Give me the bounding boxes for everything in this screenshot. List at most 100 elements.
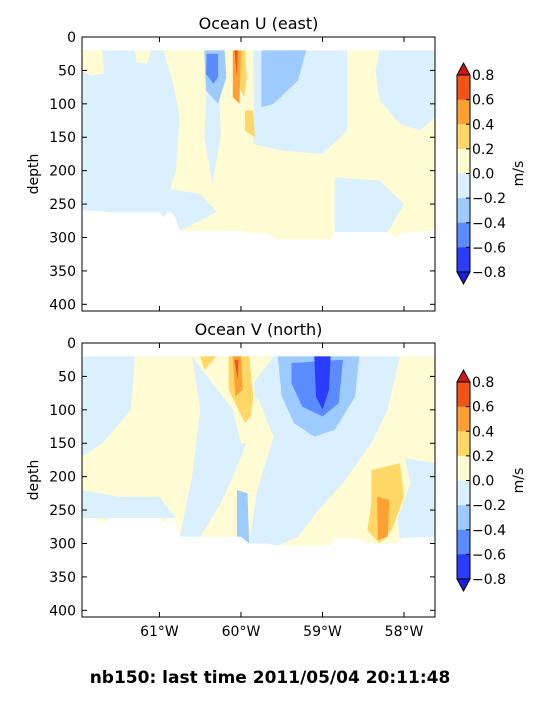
axes-frame: [81, 342, 436, 618]
y-tick-label: 0: [67, 30, 76, 46]
colorbar-segment: [457, 198, 470, 224]
contour-region-level-2: [377, 496, 390, 541]
colorbar-label: m/s: [511, 161, 527, 187]
x-tick-label: 59°W: [303, 624, 342, 640]
contour-region-level--1: [82, 356, 135, 457]
colorbar-tick-label: 0.0: [472, 167, 494, 183]
contour-region-level--4: [314, 356, 331, 410]
y-tick-label: 250: [49, 197, 76, 213]
colorbar-tick-label: 0.4: [472, 424, 494, 440]
axes-frame: [81, 36, 436, 312]
chart-panel-2: 0 50 100 150 200 250 300 350 400 61°W 60°W 59°W 58°W…: [26, 320, 527, 640]
colorbar-tick-label: 0.8: [472, 68, 494, 84]
contour-region-level-1: [245, 110, 255, 138]
contour-region-level--1: [102, 187, 217, 231]
colorbar-tick-label: 0.2: [472, 449, 494, 465]
chart-panel-1: 0 50 100 150 200 250 300 350 400 Ocean U (east) de…: [26, 14, 527, 313]
x-tick-label: 61°W: [140, 624, 179, 640]
colorbar-segment: [457, 124, 470, 150]
colorbar-segment: [457, 148, 470, 174]
colorbar-segment: [457, 173, 470, 199]
contour-region-level--2: [236, 490, 250, 544]
y-axis-label: depth: [26, 460, 42, 501]
contour-region-level-3: [234, 359, 239, 380]
land-mask: [82, 518, 435, 617]
contour-region-level-0: [310, 187, 331, 225]
contour-region-level-0: [163, 50, 193, 79]
contour-region-level-0: [250, 170, 262, 218]
y-tick-label: 150: [49, 436, 76, 452]
colorbar-segment: [457, 480, 470, 506]
x-tick-label: 60°W: [222, 624, 261, 640]
y-tick-label: 50: [58, 63, 76, 79]
y-tick-label: 350: [49, 264, 76, 280]
contour-region-level-0: [261, 164, 307, 240]
colorbar-segment: [457, 99, 470, 125]
colorbar-segment: [457, 505, 470, 531]
colorbar-tick-label: 0.0: [472, 474, 494, 490]
y-tick-label: 350: [49, 570, 76, 586]
chart-title: Ocean V (north): [195, 320, 323, 339]
colorbar-segment: [457, 431, 470, 457]
colorbar-tick-label: −0.6: [472, 240, 506, 256]
contour-region-level-1: [200, 356, 217, 370]
contour-region-level-0: [192, 356, 274, 444]
colorbar: 0.8 0.6 0.4 0.2 0.0 −0.2 −0.4 −0.6 −0.8 m/s: [456, 61, 527, 286]
colorbar-tick-label: −0.8: [472, 572, 506, 588]
colorbar-extend-high: [456, 61, 471, 76]
contour-region-level-3: [234, 50, 238, 78]
y-tick-label: 200: [49, 470, 76, 486]
colorbar-segment: [457, 222, 470, 248]
y-tick-label: 200: [49, 164, 76, 180]
contour-region-level--1: [375, 50, 435, 131]
colorbar-segment: [457, 455, 470, 481]
colorbar-tick-label: −0.8: [472, 265, 506, 281]
contour-region-level--2: [261, 50, 307, 108]
figure-title: nb150: last time 2011/05/04 20:11:48: [90, 668, 451, 688]
colorbar-tick-label: −0.2: [472, 191, 506, 207]
colorbar-extend-high: [456, 368, 471, 383]
colorbar-segment: [457, 529, 470, 555]
x-tick-label: 58°W: [385, 624, 424, 640]
contour-region-level--1: [82, 490, 176, 519]
y-tick-label: 250: [49, 503, 76, 519]
colorbar-extend-low: [456, 578, 471, 593]
colorbar-segment: [457, 382, 470, 408]
y-tick-label: 300: [49, 230, 76, 246]
colorbar-segment: [457, 554, 470, 580]
contour-region-level--1: [82, 50, 180, 213]
colorbar-tick-label: 0.2: [472, 142, 494, 158]
y-tick-label: 400: [49, 603, 76, 619]
colorbar: 0.8 0.6 0.4 0.2 0.0 −0.2 −0.4 −0.6 −0.8 m/s: [456, 368, 527, 593]
chart-title: Ocean U (east): [199, 14, 319, 33]
y-axis-label: depth: [26, 154, 42, 195]
y-tick-label: 50: [58, 369, 76, 385]
colorbar-tick-label: 0.6: [472, 93, 494, 109]
colorbar-segment: [457, 247, 470, 273]
colorbar-extend-low: [456, 271, 471, 286]
colorbar-label: m/s: [511, 468, 527, 494]
plot-area: [82, 50, 435, 311]
colorbar-tick-label: 0.6: [472, 400, 494, 416]
contour-region-level-2: [232, 50, 241, 104]
y-tick-label: 300: [49, 536, 76, 552]
contour-region-level--1: [334, 177, 404, 233]
contour-region-level-0: [135, 50, 152, 64]
colorbar-tick-label: −0.6: [472, 547, 506, 563]
colorbar-segment: [457, 75, 470, 101]
y-tick-label: 150: [49, 130, 76, 146]
y-tick-label: 400: [49, 297, 76, 313]
plot-area: [82, 356, 435, 617]
y-tick-label: 100: [49, 97, 76, 113]
colorbar-tick-label: −0.4: [472, 216, 506, 232]
colorbar-tick-label: 0.4: [472, 117, 494, 133]
land-mask: [82, 210, 435, 311]
y-tick-label: 100: [49, 403, 76, 419]
contour-region-level-0: [82, 50, 104, 76]
colorbar-tick-label: −0.2: [472, 498, 506, 514]
colorbar-tick-label: −0.4: [472, 523, 506, 539]
colorbar-segment: [457, 406, 470, 432]
colorbar-tick-label: 0.8: [472, 375, 494, 391]
y-tick-label: 0: [67, 336, 76, 352]
